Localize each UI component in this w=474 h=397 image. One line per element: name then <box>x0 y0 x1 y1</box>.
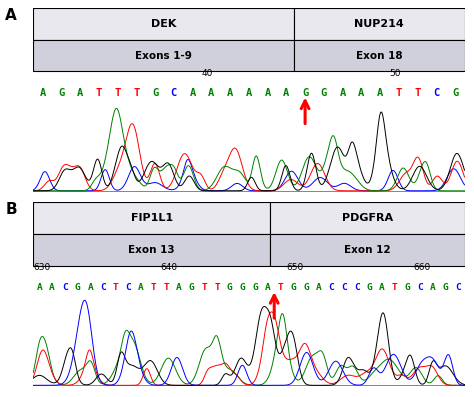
Text: A: A <box>283 88 290 98</box>
Text: 650: 650 <box>287 264 304 272</box>
Text: A: A <box>265 283 271 292</box>
Text: C: C <box>328 283 334 292</box>
Text: T: T <box>113 283 118 292</box>
Text: T: T <box>214 283 220 292</box>
Text: A: A <box>377 88 383 98</box>
Text: 50: 50 <box>390 69 401 78</box>
Bar <box>270 234 465 266</box>
Text: G: G <box>303 283 309 292</box>
Text: A: A <box>316 283 321 292</box>
Text: A: A <box>227 88 233 98</box>
Text: G: G <box>227 283 233 292</box>
Text: B: B <box>5 202 17 218</box>
Text: Exons 1-9: Exons 1-9 <box>135 50 192 60</box>
Text: A: A <box>176 283 182 292</box>
Text: C: C <box>100 283 106 292</box>
Text: A: A <box>39 88 46 98</box>
Text: G: G <box>252 283 258 292</box>
Text: 660: 660 <box>414 264 431 272</box>
Bar <box>270 202 465 234</box>
Text: A: A <box>36 283 42 292</box>
Text: T: T <box>114 88 121 98</box>
Text: G: G <box>404 283 410 292</box>
Text: G: G <box>321 88 327 98</box>
Text: T: T <box>392 283 398 292</box>
Text: 640: 640 <box>160 264 177 272</box>
Text: Exon 12: Exon 12 <box>344 245 391 255</box>
Text: G: G <box>291 283 296 292</box>
Text: C: C <box>417 283 423 292</box>
Text: A: A <box>49 283 55 292</box>
Text: C: C <box>126 283 131 292</box>
Text: G: G <box>152 88 158 98</box>
Text: A: A <box>430 283 436 292</box>
Text: A: A <box>138 283 144 292</box>
Text: T: T <box>151 283 156 292</box>
Text: T: T <box>96 88 102 98</box>
Text: T: T <box>278 283 283 292</box>
Text: T: T <box>164 283 169 292</box>
Text: T: T <box>201 283 207 292</box>
Bar <box>33 8 294 40</box>
Text: Exon 13: Exon 13 <box>128 245 175 255</box>
Bar <box>294 40 465 71</box>
Text: T: T <box>414 88 421 98</box>
Text: C: C <box>456 283 461 292</box>
Text: DEK: DEK <box>151 19 176 29</box>
Text: 630: 630 <box>33 264 50 272</box>
Bar <box>33 234 270 266</box>
Text: PDGFRA: PDGFRA <box>342 213 393 224</box>
Text: A: A <box>208 88 214 98</box>
Text: A: A <box>5 8 17 23</box>
Text: FIP1L1: FIP1L1 <box>131 213 173 224</box>
Text: G: G <box>58 88 64 98</box>
Text: A: A <box>379 283 385 292</box>
Bar <box>33 40 294 71</box>
Text: A: A <box>87 283 93 292</box>
Bar <box>294 8 465 40</box>
Text: 40: 40 <box>202 69 213 78</box>
Text: A: A <box>358 88 365 98</box>
Text: G: G <box>189 283 195 292</box>
Text: T: T <box>133 88 139 98</box>
Text: C: C <box>341 283 347 292</box>
Text: NUP214: NUP214 <box>355 19 404 29</box>
Text: G: G <box>302 88 308 98</box>
Text: A: A <box>339 88 346 98</box>
Text: C: C <box>354 283 360 292</box>
Text: G: G <box>366 283 372 292</box>
Text: G: G <box>75 283 81 292</box>
Text: G: G <box>443 283 448 292</box>
Text: C: C <box>433 88 439 98</box>
Text: A: A <box>246 88 252 98</box>
Text: Exon 18: Exon 18 <box>356 50 402 60</box>
Text: A: A <box>264 88 271 98</box>
Text: C: C <box>62 283 68 292</box>
Text: T: T <box>396 88 402 98</box>
Bar <box>33 202 270 234</box>
Text: A: A <box>190 88 196 98</box>
Text: A: A <box>77 88 83 98</box>
Text: G: G <box>240 283 246 292</box>
Text: C: C <box>171 88 177 98</box>
Text: G: G <box>452 88 458 98</box>
